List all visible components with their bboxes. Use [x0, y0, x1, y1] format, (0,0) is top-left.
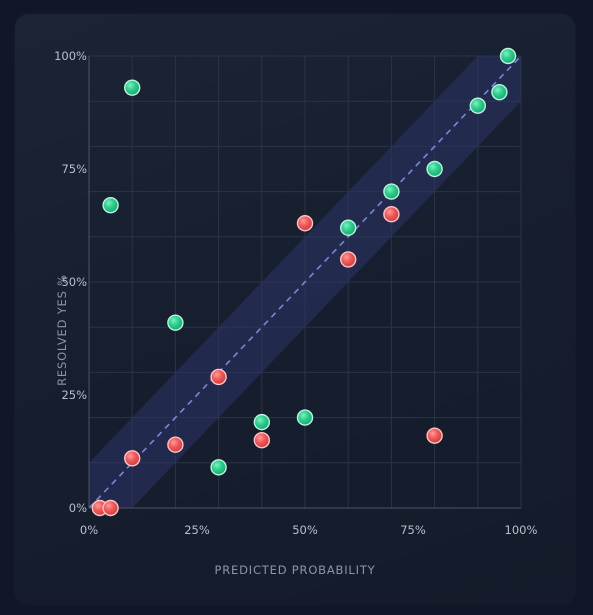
red-data-point[interactable] [340, 251, 357, 268]
green-data-point[interactable] [340, 219, 357, 236]
green-data-point[interactable] [123, 79, 141, 96]
green-data-point[interactable] [469, 97, 486, 114]
red-data-point[interactable] [123, 450, 141, 467]
y-tick-label: 100% [54, 49, 87, 63]
axes: 0% 25% 50% 75% 100% 0% 25% 50% 75% 100% [54, 49, 537, 537]
x-tick-label: 50% [292, 523, 318, 537]
red-data-point[interactable] [167, 436, 184, 453]
x-tick-label: 25% [184, 523, 210, 537]
green-data-point[interactable] [491, 83, 508, 101]
data-points [91, 47, 517, 517]
green-data-point[interactable] [426, 160, 443, 178]
red-data-point[interactable] [296, 215, 314, 232]
green-data-point[interactable] [102, 196, 119, 214]
calibration-band [88, 55, 522, 509]
y-tick-label: 50% [61, 275, 87, 289]
x-tick-label: 0% [80, 523, 98, 537]
x-tick-label: 100% [505, 523, 538, 537]
x-axis-label: PREDICTED PROBABILITY [215, 563, 376, 577]
green-data-point[interactable] [210, 459, 227, 476]
x-tick-label: 75% [400, 523, 426, 537]
y-axis-label: RESOLVED YES % [55, 274, 69, 386]
green-data-point[interactable] [499, 47, 517, 65]
y-tick-label: 75% [61, 162, 87, 176]
red-data-point[interactable] [383, 205, 400, 223]
green-data-point[interactable] [383, 183, 400, 200]
red-data-point[interactable] [210, 368, 227, 386]
red-data-point[interactable] [253, 432, 270, 449]
green-data-point[interactable] [253, 413, 270, 431]
perfect-calibration-line [88, 55, 522, 509]
y-tick-label: 0% [69, 501, 87, 515]
red-data-point[interactable] [426, 427, 443, 444]
green-data-point[interactable] [167, 314, 184, 331]
y-tick-label: 25% [61, 388, 87, 402]
red-data-point[interactable] [102, 499, 119, 517]
green-data-point[interactable] [296, 409, 314, 426]
